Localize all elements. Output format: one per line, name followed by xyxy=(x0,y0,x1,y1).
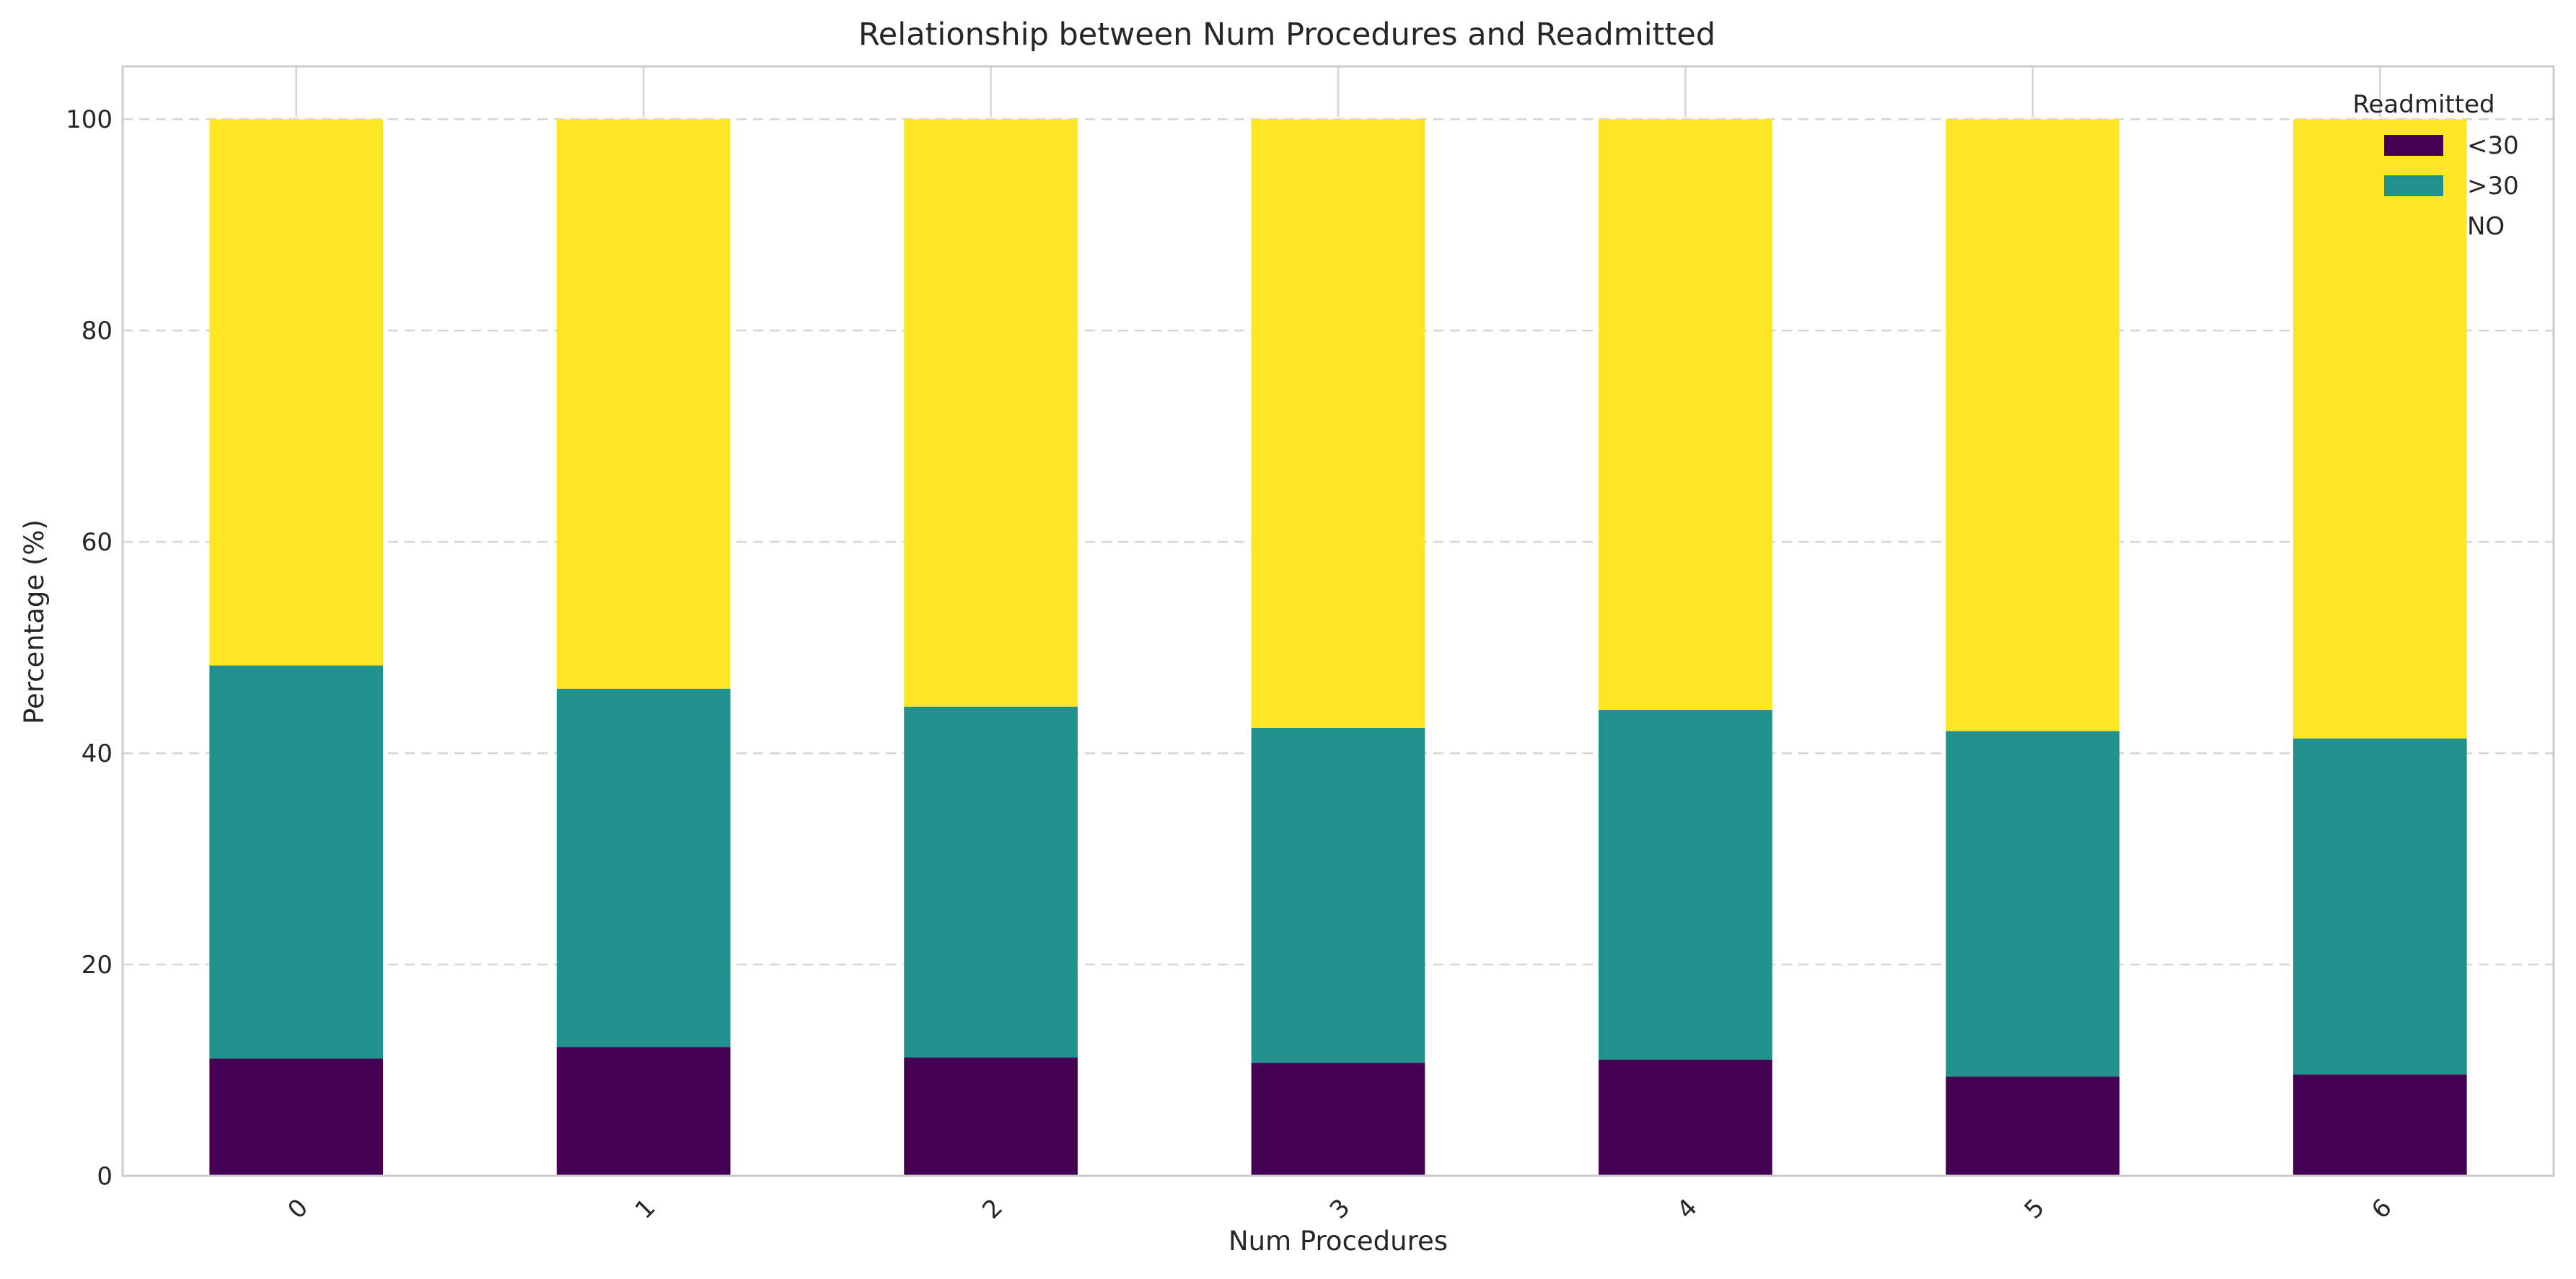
y-axis-ticks: 0 20 40 60 80 100 xyxy=(66,105,113,1191)
legend-label: >30 xyxy=(2467,172,2519,201)
y-tick-label: 100 xyxy=(66,105,113,134)
bar-segment xyxy=(209,119,384,666)
legend-label: NO xyxy=(2467,212,2505,241)
bar-segment xyxy=(1251,727,1425,1063)
bar-segment xyxy=(2293,119,2467,739)
bar-segment xyxy=(1599,710,1772,1060)
bars xyxy=(209,119,2467,1176)
bar-segment xyxy=(2293,738,2467,1075)
chart-title: Relationship between Num Procedures and … xyxy=(858,17,1715,53)
bar-segment xyxy=(1946,119,2120,731)
y-tick-label: 80 xyxy=(82,317,113,346)
bar-segment xyxy=(1946,731,2120,1077)
y-axis-label: Percentage (%) xyxy=(19,519,50,724)
bar-segment xyxy=(1599,119,1772,711)
legend: Readmitted <30 >30 NO xyxy=(2352,90,2518,241)
bar-segment xyxy=(904,1057,1078,1176)
bar-segment xyxy=(556,688,731,1047)
legend-swatch xyxy=(2384,216,2443,237)
bar-segment xyxy=(556,119,731,689)
legend-swatch xyxy=(2384,135,2443,156)
legend-title: Readmitted xyxy=(2352,90,2494,119)
y-tick-label: 40 xyxy=(82,739,113,768)
bar-segment xyxy=(1251,119,1425,728)
bar-segment xyxy=(904,119,1078,707)
legend-label: <30 xyxy=(2467,131,2519,160)
bar-segment xyxy=(904,706,1078,1058)
bar-segment xyxy=(1946,1076,2120,1176)
legend-swatch xyxy=(2384,175,2443,196)
bar-segment xyxy=(1599,1059,1772,1176)
y-tick-label: 0 xyxy=(97,1162,113,1191)
plot-frame xyxy=(121,65,2555,1177)
bar-segment xyxy=(556,1047,731,1176)
y-tick-label: 60 xyxy=(82,528,113,557)
bar-segment xyxy=(2293,1074,2467,1176)
x-axis-label: Num Procedures xyxy=(1228,1226,1448,1257)
bar-segment xyxy=(1251,1063,1425,1176)
y-tick-label: 20 xyxy=(82,951,113,980)
bar-segment xyxy=(209,1058,384,1176)
bar-segment xyxy=(209,665,384,1059)
